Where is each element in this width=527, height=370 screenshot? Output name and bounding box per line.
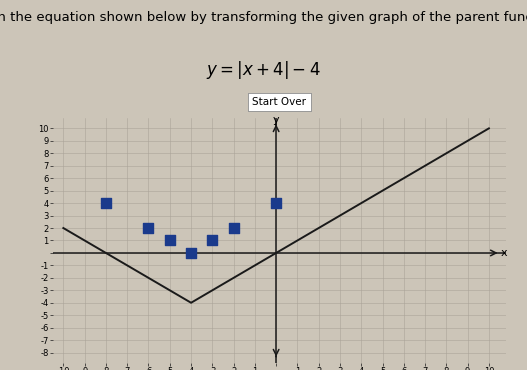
Point [165,238,174,243]
Point [208,238,217,243]
Text: $y = |x+4|-4$: $y = |x+4|-4$ [206,59,321,81]
Point [272,200,280,206]
Text: y: y [273,115,279,125]
Text: x: x [501,248,507,258]
Text: Start Over: Start Over [252,97,306,107]
Point [187,250,195,256]
Point [102,200,110,206]
Text: Graph the equation shown below by transforming the given graph of the parent fun: Graph the equation shown below by transf… [0,11,527,24]
Point [229,225,238,231]
Point [144,225,153,231]
